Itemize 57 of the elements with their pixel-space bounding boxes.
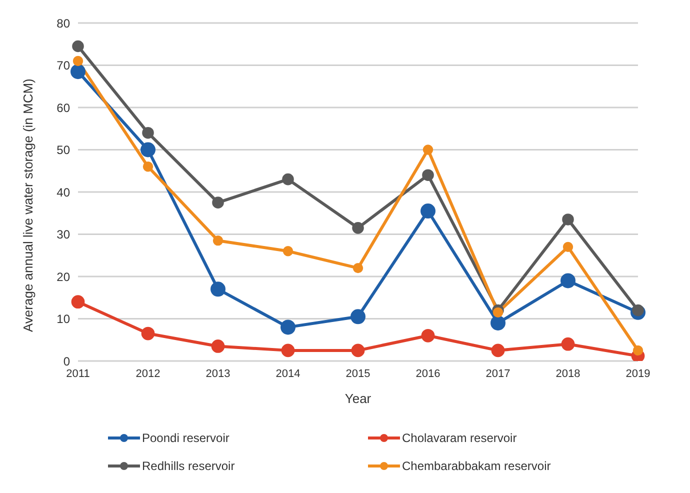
x-tick-label: 2011 [66, 368, 90, 380]
point [141, 326, 155, 340]
y-tick-label: 50 [56, 143, 70, 158]
point [561, 337, 575, 351]
point [420, 204, 436, 219]
point [142, 162, 154, 172]
point [560, 273, 576, 288]
x-tick-label: 2015 [346, 368, 370, 380]
point [71, 295, 85, 309]
y-tick-label: 10 [56, 312, 70, 326]
point [422, 169, 434, 181]
y-tick-label: 70 [56, 58, 70, 73]
point [281, 344, 295, 358]
point [142, 126, 154, 139]
point [280, 320, 296, 335]
point [140, 142, 156, 158]
y-tick-label: 80 [56, 16, 70, 30]
y-tick-label: 0 [63, 354, 70, 368]
x-tick-label: 2019 [626, 368, 650, 380]
point [70, 64, 86, 80]
y-tick-label: 60 [56, 100, 70, 115]
y-tick-label: 20 [56, 270, 70, 284]
point [210, 282, 226, 297]
point [212, 196, 224, 208]
point [422, 144, 434, 155]
point [351, 344, 365, 358]
point [490, 315, 506, 330]
point [421, 328, 435, 342]
point [350, 309, 366, 324]
point [632, 304, 644, 316]
y-tick-label: 40 [56, 185, 70, 200]
legend-label: Poondi reservoir [142, 431, 230, 445]
point [282, 246, 294, 256]
point [491, 344, 505, 358]
point [562, 214, 574, 226]
point [212, 235, 224, 246]
point [352, 222, 364, 234]
x-tick-label: 2018 [556, 368, 580, 380]
point [492, 307, 504, 318]
x-tick-label: 2013 [206, 368, 230, 380]
x-axis-title: Year [344, 391, 372, 406]
legend-label: Redhills reservoir [142, 459, 235, 473]
point [211, 340, 225, 353]
y-axis-title: Average annual live water storage (in MCM) [20, 78, 36, 332]
x-tick-label: 2017 [486, 368, 510, 380]
legend-label: Cholavaram reservoir [402, 431, 517, 445]
y-tick-label: 30 [56, 228, 70, 242]
x-tick-label: 2016 [416, 368, 440, 380]
point [562, 242, 574, 252]
legend-label: Chembarabbakam reservoir [402, 459, 551, 473]
point [72, 56, 84, 66]
point [72, 40, 84, 52]
point [282, 173, 294, 186]
x-tick-label: 2012 [136, 368, 160, 380]
x-tick-label: 2014 [276, 368, 300, 380]
point [352, 262, 364, 274]
point [632, 345, 644, 356]
